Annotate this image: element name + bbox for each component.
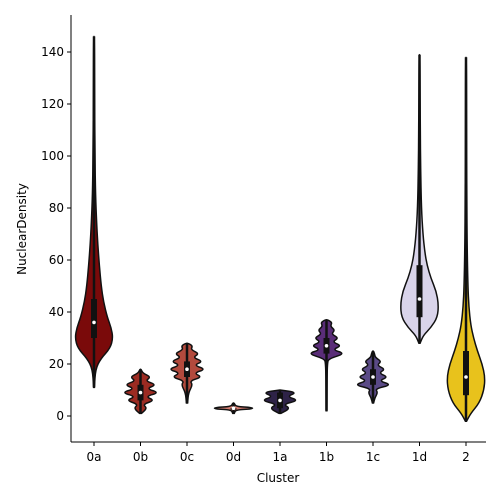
x-tick-label-0b: 0b bbox=[133, 450, 148, 464]
y-tick-label: 0 bbox=[56, 409, 64, 423]
median-point-1a bbox=[278, 398, 282, 403]
violin-1a bbox=[263, 389, 297, 415]
violin-0b bbox=[124, 368, 157, 415]
iqr-box-1d bbox=[416, 265, 423, 318]
y-tick-label: 60 bbox=[49, 253, 64, 267]
y-tick-label: 40 bbox=[49, 305, 64, 319]
violin-2 bbox=[446, 56, 486, 422]
iqr-box-2 bbox=[463, 351, 469, 396]
violin-1c bbox=[357, 350, 389, 404]
median-point-1d bbox=[417, 297, 422, 301]
y-ticks: 0 20 40 60 80 100 120 140 bbox=[41, 45, 71, 423]
median-point-0c bbox=[185, 367, 189, 372]
x-tick-label-1a: 1a bbox=[273, 450, 288, 464]
y-tick-label: 120 bbox=[41, 97, 64, 111]
x-tick-label-2: 2 bbox=[462, 450, 470, 464]
x-tick-label-1c: 1c bbox=[366, 450, 380, 464]
y-tick-label: 140 bbox=[41, 45, 64, 59]
violin-1b bbox=[310, 319, 343, 412]
violin-0a bbox=[74, 35, 114, 389]
x-tick-label-1d: 1d bbox=[412, 450, 427, 464]
plot-area bbox=[74, 35, 486, 422]
median-point-1b bbox=[324, 344, 329, 348]
median-point-1c bbox=[371, 375, 375, 379]
y-tick-label: 20 bbox=[49, 357, 64, 371]
x-tick-label-0a: 0a bbox=[87, 450, 102, 464]
iqr-box-0a bbox=[91, 299, 97, 338]
x-tick-label-1b: 1b bbox=[319, 450, 334, 464]
median-point-2 bbox=[464, 375, 468, 379]
x-axis-title: Cluster bbox=[257, 471, 300, 485]
y-tick-label: 80 bbox=[49, 201, 64, 215]
x-ticks: 0a 0b 0c 0d 1a 1b 1c 1d 2 bbox=[87, 442, 470, 464]
violin-0c bbox=[170, 342, 204, 404]
median-point-0d bbox=[231, 406, 236, 411]
median-point-0a bbox=[92, 320, 96, 325]
median-point-0b bbox=[138, 390, 143, 395]
x-tick-label-0d: 0d bbox=[226, 450, 241, 464]
x-tick-label-0c: 0c bbox=[180, 450, 194, 464]
violin-0d bbox=[213, 402, 254, 415]
y-tick-label: 100 bbox=[41, 149, 64, 163]
violin-1d bbox=[400, 53, 439, 344]
y-axis-title: NuclearDensity bbox=[15, 183, 29, 275]
